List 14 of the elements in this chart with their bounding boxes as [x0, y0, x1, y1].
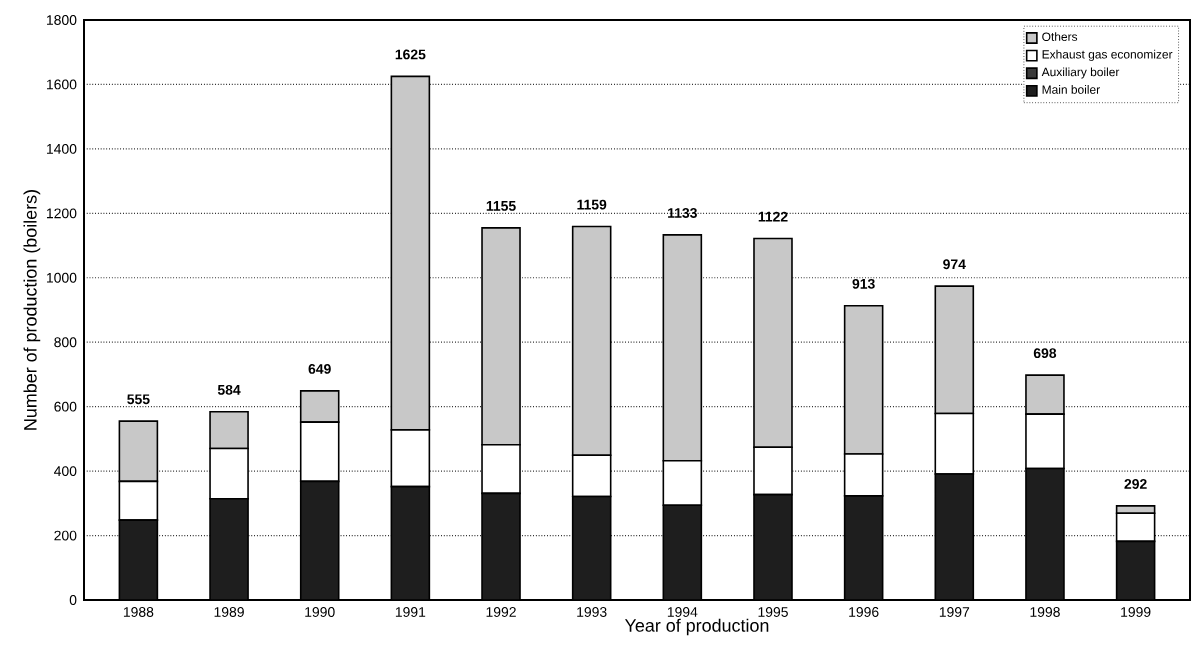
bar — [1025, 467, 1065, 600]
bar — [571, 495, 612, 600]
bar — [390, 485, 431, 600]
y-axis-title: Number of production (boilers) — [23, 190, 41, 430]
bar — [843, 495, 884, 600]
bar — [1115, 540, 1156, 600]
bar — [481, 492, 521, 600]
bar — [118, 519, 159, 600]
bar — [934, 473, 975, 600]
bar — [299, 480, 340, 600]
bar — [753, 493, 793, 600]
bar — [209, 498, 249, 600]
x-axis-title: Year of production — [624, 618, 769, 636]
bar — [662, 504, 703, 600]
